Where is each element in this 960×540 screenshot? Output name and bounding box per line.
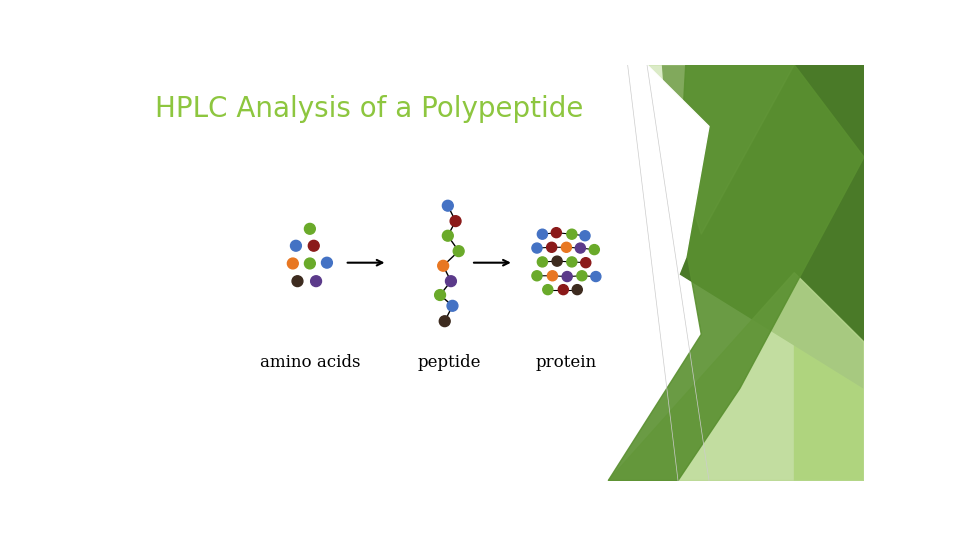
Ellipse shape <box>538 257 547 267</box>
Ellipse shape <box>562 242 571 252</box>
Ellipse shape <box>572 285 583 295</box>
Ellipse shape <box>538 229 547 239</box>
Ellipse shape <box>552 256 563 266</box>
Ellipse shape <box>304 258 315 269</box>
Ellipse shape <box>566 257 577 267</box>
Ellipse shape <box>546 242 557 252</box>
Ellipse shape <box>311 276 322 287</box>
Polygon shape <box>609 273 864 481</box>
Ellipse shape <box>453 246 464 256</box>
Ellipse shape <box>443 231 453 241</box>
Ellipse shape <box>287 258 299 269</box>
Polygon shape <box>647 65 794 234</box>
Text: HPLC Analysis of a Polypeptide: HPLC Analysis of a Polypeptide <box>155 96 584 124</box>
Polygon shape <box>794 65 864 481</box>
Ellipse shape <box>440 316 450 327</box>
Ellipse shape <box>445 276 456 287</box>
Ellipse shape <box>551 228 562 238</box>
Ellipse shape <box>577 271 587 281</box>
Ellipse shape <box>542 285 553 295</box>
Ellipse shape <box>322 257 332 268</box>
Ellipse shape <box>547 271 558 281</box>
Polygon shape <box>120 65 709 481</box>
Ellipse shape <box>589 245 599 254</box>
Ellipse shape <box>563 272 572 281</box>
Text: protein: protein <box>536 354 597 370</box>
Polygon shape <box>609 65 864 481</box>
Ellipse shape <box>566 229 577 239</box>
Ellipse shape <box>532 271 542 281</box>
Text: peptide: peptide <box>418 354 481 370</box>
Ellipse shape <box>590 272 601 281</box>
Ellipse shape <box>291 240 301 251</box>
Ellipse shape <box>304 224 315 234</box>
Ellipse shape <box>580 231 590 241</box>
Ellipse shape <box>438 260 448 271</box>
Ellipse shape <box>443 200 453 211</box>
Ellipse shape <box>435 289 445 300</box>
Ellipse shape <box>575 243 586 253</box>
Text: amino acids: amino acids <box>259 354 360 370</box>
Ellipse shape <box>532 243 542 253</box>
Ellipse shape <box>292 276 303 287</box>
Ellipse shape <box>559 285 568 295</box>
Ellipse shape <box>447 300 458 311</box>
Ellipse shape <box>450 215 461 226</box>
Ellipse shape <box>308 240 319 251</box>
Ellipse shape <box>581 258 590 268</box>
Polygon shape <box>662 65 864 388</box>
